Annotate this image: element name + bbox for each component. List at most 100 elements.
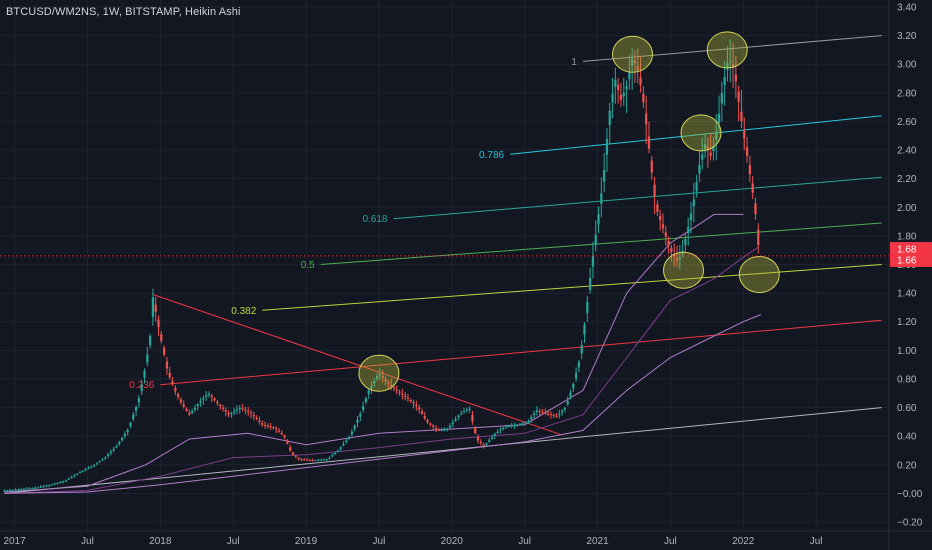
candle-body xyxy=(608,110,611,125)
candle-body xyxy=(160,334,163,341)
candle-body xyxy=(98,461,101,463)
y-tick-label: −0.00 xyxy=(897,489,923,500)
candle-body xyxy=(376,376,379,379)
candle-body xyxy=(247,411,250,413)
candle-body xyxy=(272,427,275,429)
highlight-ellipse xyxy=(663,251,705,289)
candle-body xyxy=(59,482,62,484)
candle-body xyxy=(283,435,286,438)
candle-body xyxy=(140,384,143,392)
candle-body xyxy=(235,409,239,411)
candle-body xyxy=(129,422,132,427)
candle-body xyxy=(622,92,625,97)
candle-body xyxy=(468,409,471,411)
candle-body xyxy=(726,63,729,70)
candle-body xyxy=(73,475,76,477)
y-tick-label: 3.00 xyxy=(897,60,917,71)
candle-body xyxy=(67,478,70,480)
candle-body xyxy=(328,457,331,459)
candle-body xyxy=(401,393,404,395)
candle-body xyxy=(594,234,597,246)
candle-body xyxy=(179,399,183,403)
price-badge xyxy=(890,242,932,257)
candle-body xyxy=(583,324,586,335)
candle-body xyxy=(549,414,553,416)
candle-body xyxy=(645,113,648,125)
candle-body xyxy=(395,389,398,391)
candle-body xyxy=(303,459,306,461)
fib-level-line xyxy=(160,319,882,386)
candle-body xyxy=(62,481,65,483)
candle-body xyxy=(216,401,219,404)
candle-body xyxy=(101,459,104,461)
candle-body xyxy=(650,160,653,173)
moving-average-line xyxy=(4,246,759,494)
candle-body xyxy=(751,183,754,193)
candle-body xyxy=(177,394,180,397)
candle-body xyxy=(56,482,59,484)
x-tick-label: Jul xyxy=(810,536,823,547)
candle-body xyxy=(423,415,426,419)
x-tick-label: 2022 xyxy=(732,536,755,547)
candle-body xyxy=(241,408,244,410)
y-tick-label: 1.20 xyxy=(897,317,917,328)
candle-body xyxy=(636,66,639,70)
candle-body xyxy=(163,347,166,355)
candle-body xyxy=(443,429,446,431)
candle-body xyxy=(230,413,233,415)
candle-body xyxy=(213,398,216,401)
candle-body xyxy=(454,418,457,421)
candle-body xyxy=(331,455,334,457)
candle-body xyxy=(384,379,387,382)
candle-body xyxy=(488,440,491,442)
candle-body xyxy=(311,460,314,462)
candle-body xyxy=(474,427,477,434)
candle-body xyxy=(706,146,709,149)
candle-body xyxy=(580,345,583,354)
candle-body xyxy=(364,398,368,403)
candle-body xyxy=(586,302,589,314)
y-tick-label: 2.00 xyxy=(897,203,917,214)
candle-body xyxy=(171,380,174,385)
candle-body xyxy=(516,424,519,426)
candle-body xyxy=(409,400,412,402)
candle-body xyxy=(656,204,659,212)
fib-level-line xyxy=(393,176,882,220)
candle-body xyxy=(701,154,704,160)
candle-body xyxy=(465,409,468,411)
candle-body xyxy=(210,395,213,398)
candle-body xyxy=(715,132,718,140)
candle-body xyxy=(252,414,255,417)
candle-body xyxy=(521,423,524,425)
candle-body xyxy=(45,485,48,487)
candle-body xyxy=(605,139,609,155)
candle-body xyxy=(625,85,628,90)
candle-body xyxy=(188,412,191,415)
x-tick-label: Jul xyxy=(518,536,531,547)
candle-body xyxy=(485,443,488,445)
candle-body xyxy=(703,144,707,150)
candle-body xyxy=(577,361,581,368)
candle-body xyxy=(289,447,292,451)
candle-body xyxy=(34,487,37,489)
candle-body xyxy=(555,415,558,417)
fib-level-label: 0.5 xyxy=(301,260,315,271)
candle-body xyxy=(535,410,538,412)
candle-body xyxy=(14,489,17,491)
candle-body xyxy=(118,442,121,445)
x-tick-label: Jul xyxy=(664,536,677,547)
candle-body xyxy=(404,395,407,397)
x-tick-label: Jul xyxy=(81,536,94,547)
candle-body xyxy=(205,395,208,397)
candle-body xyxy=(227,413,230,415)
candle-body xyxy=(572,383,575,389)
candle-body xyxy=(154,304,157,312)
candle-body xyxy=(496,431,499,433)
candle-body xyxy=(22,488,26,490)
trendline xyxy=(4,407,882,494)
candle-body xyxy=(48,485,51,487)
candle-body xyxy=(603,170,606,182)
candle-body xyxy=(199,400,202,403)
